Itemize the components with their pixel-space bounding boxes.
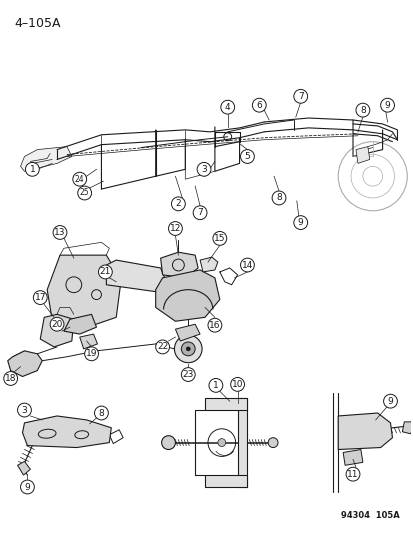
Polygon shape [47, 255, 121, 329]
Circle shape [21, 480, 34, 494]
Text: 1: 1 [29, 165, 35, 174]
Circle shape [209, 378, 222, 392]
Polygon shape [342, 449, 362, 465]
Text: 5: 5 [244, 152, 250, 161]
Circle shape [193, 206, 206, 220]
Text: 18: 18 [5, 374, 17, 383]
Circle shape [50, 317, 64, 331]
Polygon shape [175, 324, 199, 341]
Polygon shape [17, 462, 30, 475]
Circle shape [161, 435, 175, 449]
Polygon shape [204, 398, 247, 410]
Text: 13: 13 [54, 228, 66, 237]
Circle shape [207, 318, 221, 332]
Text: 20: 20 [51, 320, 63, 329]
Circle shape [217, 439, 225, 447]
Circle shape [181, 342, 195, 356]
Circle shape [230, 377, 244, 391]
Text: 23: 23 [182, 370, 193, 379]
Circle shape [98, 265, 112, 279]
Circle shape [380, 98, 394, 112]
Circle shape [53, 225, 67, 239]
Text: 8: 8 [98, 408, 104, 417]
Text: 24: 24 [75, 175, 84, 184]
Polygon shape [160, 252, 198, 278]
Text: 25: 25 [80, 189, 89, 198]
Text: 21: 21 [100, 268, 111, 277]
Circle shape [252, 98, 266, 112]
Polygon shape [337, 413, 392, 449]
Circle shape [85, 347, 98, 361]
Circle shape [181, 368, 195, 382]
Circle shape [171, 197, 185, 211]
Text: 17: 17 [34, 293, 46, 302]
Polygon shape [8, 351, 42, 376]
Polygon shape [21, 147, 72, 171]
Text: 1: 1 [213, 381, 218, 390]
Text: 12: 12 [169, 224, 180, 233]
Text: 8: 8 [359, 106, 365, 115]
Text: 16: 16 [209, 321, 220, 330]
Circle shape [197, 163, 211, 176]
Text: 7: 7 [297, 92, 303, 101]
Text: 7: 7 [197, 208, 202, 217]
Polygon shape [80, 334, 97, 349]
Circle shape [355, 103, 369, 117]
Circle shape [220, 100, 234, 114]
Circle shape [26, 163, 39, 176]
Text: 2: 2 [175, 199, 181, 208]
Circle shape [271, 191, 285, 205]
Polygon shape [199, 257, 217, 272]
Circle shape [73, 172, 86, 186]
Circle shape [174, 335, 202, 362]
Text: 9: 9 [24, 482, 30, 491]
Circle shape [168, 222, 182, 236]
Circle shape [78, 186, 91, 200]
Text: 14: 14 [241, 261, 252, 270]
Text: 94304  105A: 94304 105A [340, 511, 399, 520]
Circle shape [345, 467, 359, 481]
Circle shape [94, 406, 108, 420]
Polygon shape [106, 260, 165, 292]
Text: 3: 3 [21, 406, 27, 415]
Circle shape [383, 394, 396, 408]
Circle shape [293, 216, 307, 230]
Circle shape [240, 150, 254, 164]
Polygon shape [401, 422, 413, 434]
Polygon shape [64, 314, 96, 334]
Text: 9: 9 [384, 101, 389, 110]
Text: 8: 8 [275, 193, 281, 203]
Polygon shape [40, 314, 74, 347]
Circle shape [155, 340, 169, 354]
Text: 6: 6 [256, 101, 261, 110]
Text: 4–105A: 4–105A [14, 18, 61, 30]
Circle shape [33, 290, 47, 304]
Polygon shape [237, 398, 247, 487]
Circle shape [4, 372, 17, 385]
Text: 11: 11 [347, 470, 358, 479]
Text: 19: 19 [85, 349, 97, 358]
Polygon shape [22, 416, 111, 448]
Circle shape [240, 258, 254, 272]
Text: 4: 4 [224, 103, 230, 112]
Text: 3: 3 [201, 165, 206, 174]
Text: 9: 9 [297, 218, 303, 227]
Polygon shape [204, 475, 247, 487]
Circle shape [212, 231, 226, 245]
Circle shape [186, 347, 190, 351]
Polygon shape [355, 147, 369, 164]
Text: 22: 22 [157, 342, 168, 351]
Circle shape [293, 90, 307, 103]
Text: 9: 9 [387, 397, 392, 406]
Circle shape [268, 438, 278, 448]
Text: 15: 15 [214, 234, 225, 243]
Text: 10: 10 [231, 380, 243, 389]
Polygon shape [155, 270, 219, 321]
Circle shape [17, 403, 31, 417]
